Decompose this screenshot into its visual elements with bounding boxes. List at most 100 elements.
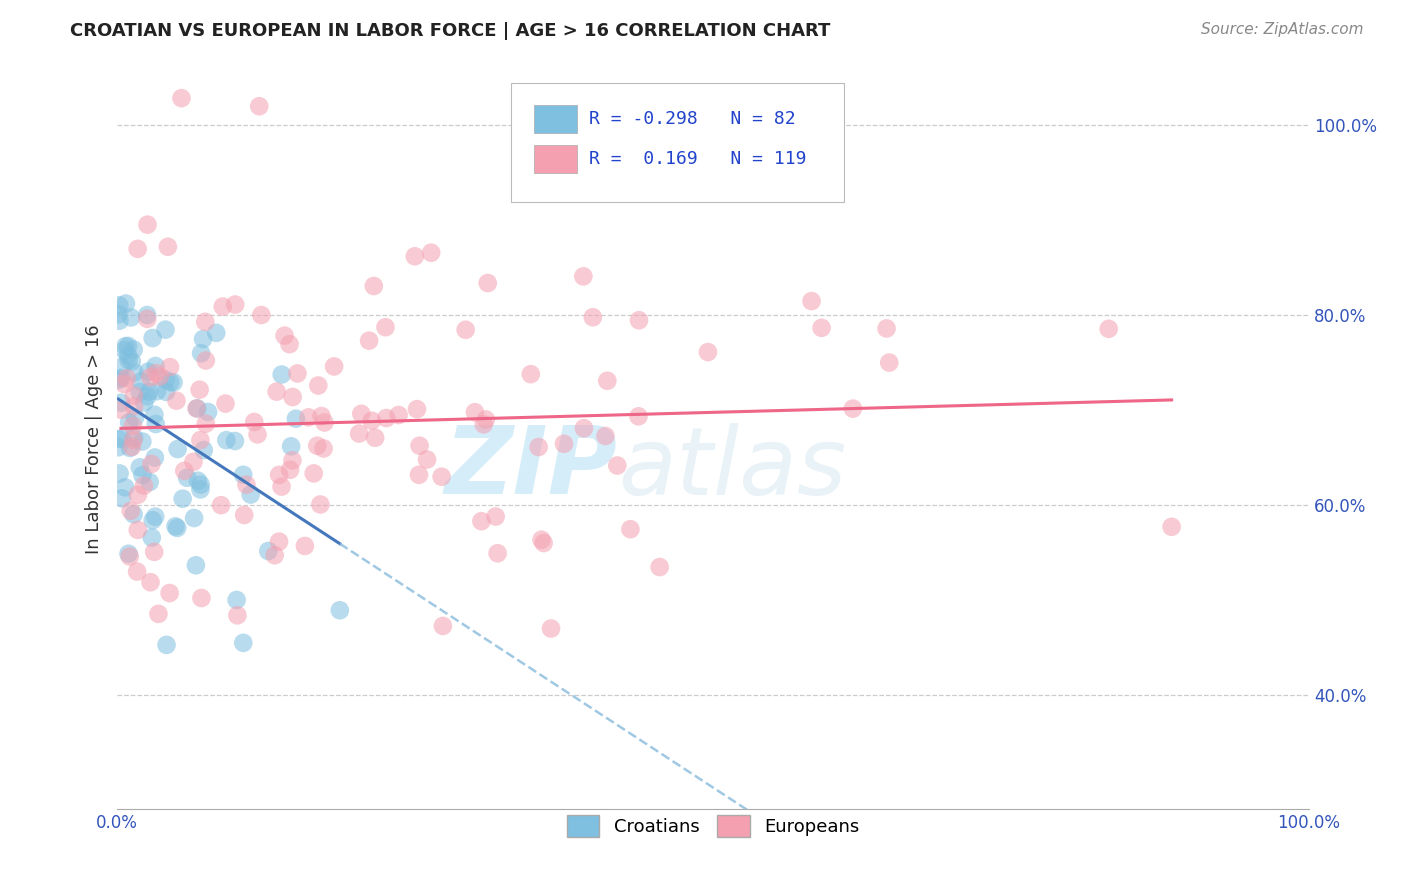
- Point: [278, 337, 301, 351]
- Point: [553, 437, 575, 451]
- Point: [107, 307, 129, 321]
- Point: [278, 463, 301, 477]
- Point: [141, 531, 163, 545]
- FancyBboxPatch shape: [510, 83, 844, 202]
- Point: [118, 441, 141, 455]
- Point: [197, 405, 219, 419]
- Point: [388, 408, 411, 422]
- Point: [138, 384, 160, 399]
- Point: [876, 321, 898, 335]
- Point: [191, 332, 214, 346]
- Point: [270, 480, 292, 494]
- Point: [127, 242, 149, 256]
- Point: [136, 365, 159, 379]
- Point: [121, 354, 143, 368]
- Point: [224, 434, 246, 448]
- Point: [136, 218, 159, 232]
- Point: [134, 395, 156, 409]
- Point: [232, 467, 254, 482]
- Point: [145, 366, 167, 380]
- Point: [108, 314, 131, 328]
- Point: [235, 477, 257, 491]
- Point: [226, 608, 249, 623]
- Point: [224, 297, 246, 311]
- Point: [194, 315, 217, 329]
- Point: [127, 523, 149, 537]
- Point: [266, 384, 288, 399]
- Point: [122, 431, 145, 445]
- Point: [374, 320, 396, 334]
- Point: [162, 376, 184, 390]
- Point: [131, 468, 153, 483]
- Point: [309, 498, 332, 512]
- Point: [363, 279, 385, 293]
- Point: [110, 402, 132, 417]
- Point: [360, 414, 382, 428]
- Y-axis label: In Labor Force | Age > 16: In Labor Force | Age > 16: [86, 324, 103, 554]
- Point: [375, 411, 398, 425]
- Point: [408, 467, 430, 482]
- Point: [132, 478, 155, 492]
- Point: [114, 343, 136, 358]
- Point: [294, 539, 316, 553]
- Point: [842, 401, 865, 416]
- Point: [215, 433, 238, 447]
- Point: [323, 359, 346, 374]
- Point: [172, 491, 194, 506]
- Point: [122, 343, 145, 357]
- Point: [122, 508, 145, 522]
- Point: [420, 245, 443, 260]
- Point: [408, 439, 430, 453]
- Point: [155, 373, 177, 387]
- Point: [131, 434, 153, 449]
- Point: [110, 396, 132, 410]
- Point: [311, 409, 333, 423]
- Point: [183, 511, 205, 525]
- Point: [648, 560, 671, 574]
- Point: [143, 509, 166, 524]
- Point: [107, 440, 129, 454]
- Point: [108, 298, 131, 312]
- Point: [118, 549, 141, 564]
- Point: [156, 240, 179, 254]
- Point: [155, 384, 177, 399]
- Point: [350, 407, 373, 421]
- Point: [176, 471, 198, 485]
- Point: [464, 405, 486, 419]
- Point: [166, 393, 188, 408]
- Point: [117, 339, 139, 353]
- Point: [136, 308, 159, 322]
- Point: [430, 469, 453, 483]
- Point: [186, 401, 208, 416]
- Point: [188, 383, 211, 397]
- Point: [243, 415, 266, 429]
- Point: [233, 508, 256, 522]
- Point: [141, 457, 163, 471]
- Point: [108, 467, 131, 481]
- Point: [107, 432, 129, 446]
- Point: [263, 548, 285, 562]
- Point: [166, 442, 188, 456]
- Point: [1098, 322, 1121, 336]
- FancyBboxPatch shape: [534, 105, 578, 133]
- Text: Source: ZipAtlas.com: Source: ZipAtlas.com: [1201, 22, 1364, 37]
- Point: [124, 410, 146, 425]
- Point: [281, 390, 304, 404]
- Point: [470, 514, 492, 528]
- Point: [404, 249, 426, 263]
- Point: [232, 636, 254, 650]
- Point: [302, 467, 325, 481]
- Text: R = -0.298   N = 82: R = -0.298 N = 82: [589, 110, 796, 128]
- Point: [267, 534, 290, 549]
- Point: [120, 504, 142, 518]
- Point: [307, 439, 329, 453]
- Text: atlas: atlas: [617, 423, 846, 514]
- Point: [572, 269, 595, 284]
- Point: [159, 586, 181, 600]
- Point: [127, 565, 149, 579]
- Point: [165, 519, 187, 533]
- Point: [121, 440, 143, 454]
- Point: [486, 546, 509, 560]
- Point: [186, 401, 208, 416]
- Point: [280, 439, 302, 453]
